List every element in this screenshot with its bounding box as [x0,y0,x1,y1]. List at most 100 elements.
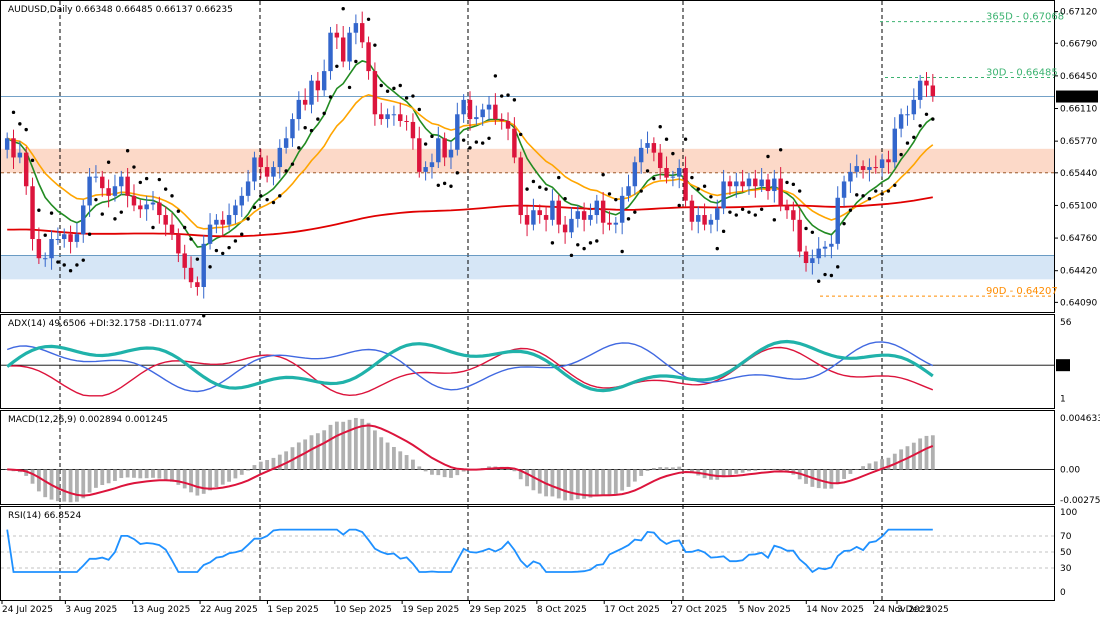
macd-bar-35 [227,469,231,482]
macd-bar-68 [436,469,441,476]
candle-23 [150,191,156,211]
candle-body-69 [442,138,447,158]
sar-dot-104 [664,137,669,141]
candle-body-16 [106,188,111,196]
sar-dot-27 [176,209,181,213]
sar-dot-28 [182,225,187,230]
macd-bar-26 [170,469,174,482]
macd-bar-96 [613,469,618,494]
macd-bar-29 [189,469,193,493]
candle-71 [455,102,460,156]
candle-body-103 [657,152,663,169]
rsi-tick-label-0: 100 [1060,508,1077,518]
candle-body-90 [575,211,581,219]
macd-bar-82 [525,469,529,487]
candle-146 [930,73,936,102]
adx-tick-label-1: 1 [1060,395,1066,405]
macd-bar-4 [30,469,35,484]
sar-dot-144 [918,124,922,128]
candle-106 [677,159,682,189]
sar-dot-45 [290,162,295,166]
sar-dot-82 [525,187,529,191]
macd-bar-98 [626,469,631,487]
candle-body-19 [125,176,130,196]
candle-112 [715,199,720,232]
candle-body-124 [791,210,796,220]
macd-bar-121 [772,468,777,470]
candle-58 [372,62,378,126]
macd-bar-39 [252,465,257,470]
candle-body-130 [829,243,834,247]
candle-21 [138,199,143,218]
macd-bar-33 [214,469,219,488]
candle-body-13 [87,176,92,206]
macd-bar-70 [449,469,453,478]
candle-body-99 [632,162,638,187]
macd-bar-56 [360,418,365,470]
sar-dot-20 [132,165,136,169]
candle-body-138 [879,159,885,169]
candle-33 [214,214,219,234]
candle-118 [753,169,758,198]
candle-128 [816,237,821,264]
candle-body-110 [702,215,707,225]
sar-dot-103 [658,125,662,129]
sar-dot-47 [303,126,307,130]
macd-bar-49 [315,433,320,470]
candle-98 [626,174,631,202]
candle-86 [550,189,555,226]
sar-dot-12 [81,258,85,262]
candle-body-141 [898,114,904,129]
candle-136 [867,158,872,182]
candle-17 [112,174,118,202]
macd-layer [1,417,1054,503]
macd-bar-80 [512,469,517,472]
sar-dot-111 [709,195,713,199]
macd-bar-37 [239,469,244,475]
sar-dot-107 [683,137,688,141]
macd-bar-105 [670,467,675,470]
candle-20 [131,184,137,212]
candle-body-142 [905,114,910,116]
sar-dot-88 [563,197,567,201]
candle-body-64 [410,121,416,139]
candle-body-101 [645,143,650,148]
candle-75 [480,103,485,126]
macd-bar-114 [728,469,732,476]
candle-body-85 [543,215,549,220]
candle-body-23 [150,202,156,205]
zone-1 [1,255,1054,280]
macd-bar-52 [334,421,339,470]
macd-bar-86 [550,469,555,497]
candle-body-122 [778,178,783,206]
sar-dot-23 [151,225,155,230]
sar-dot-133 [848,208,853,212]
candle-body-41 [264,167,270,177]
sar-dot-97 [620,249,624,254]
macd-bar-10 [68,469,73,503]
sar-dot-49 [316,117,320,121]
macd-bar-93 [594,469,599,496]
candle-144 [917,74,923,109]
sar-dot-38 [246,217,250,221]
sar-dot-124 [791,182,796,187]
sar-dot-64 [411,94,415,98]
candle-body-35 [226,215,232,225]
candle-body-43 [277,147,283,168]
candle-body-87 [556,200,561,225]
candle-93 [594,194,600,224]
candle-90 [575,205,581,228]
candle-139 [886,150,891,174]
candle-15 [100,170,105,197]
candle-body-82 [524,215,530,225]
candle-10 [68,225,73,254]
candle-body-27 [176,234,181,254]
candle-85 [543,206,549,232]
candle-22 [144,195,149,221]
sar-dot-69 [442,181,447,186]
sar-dot-108 [690,175,694,180]
macd-bar-103 [658,467,663,470]
macd-panel-frame [0,410,1055,505]
sar-dot-70 [449,184,453,188]
candle-19 [125,168,130,208]
